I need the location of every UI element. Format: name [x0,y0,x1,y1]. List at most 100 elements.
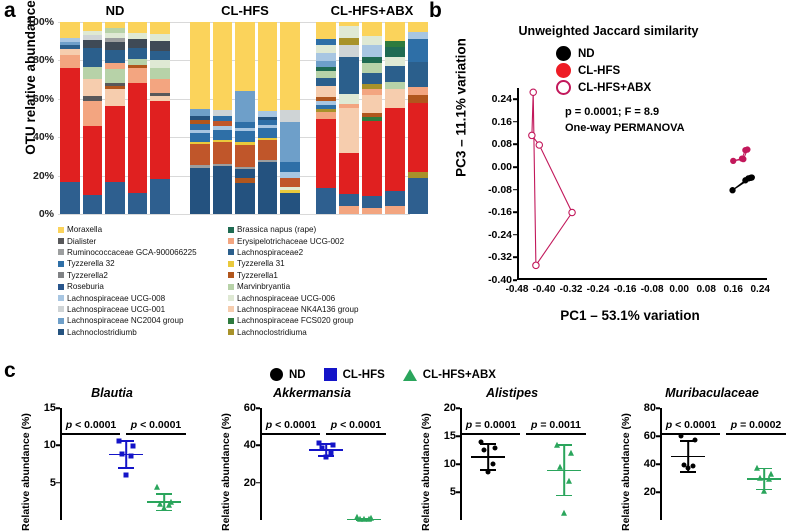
bar-segment [362,62,382,73]
bar-segment [362,208,382,214]
open-red-circle-icon [556,80,571,95]
subplot-y-axis-label: Relative abundance (%) [620,413,632,531]
bar-segment [82,194,103,214]
legend-label: CL-HFS [578,64,621,77]
legend-label: Lachnospiraceae UCG-008 [67,293,166,303]
bar-segment [235,142,255,145]
bar-segment [362,56,382,63]
bar-segment [105,27,125,33]
stacked-bar [150,22,170,214]
bar-segment [408,39,428,63]
y-tick-mark [513,211,517,214]
bar-segment [316,60,336,67]
gridline [58,214,410,215]
bar-segment [82,34,103,41]
legend-label: Brassica napus (rape) [237,225,317,235]
bar-segment [316,45,336,54]
panel-b-data-layer [528,88,755,270]
legend-label: Roseburia [67,282,104,292]
bar-segment [127,65,148,69]
y-tick-mark [513,166,517,168]
gridline [58,137,410,139]
legend-item: Lachnospiraceae UCG-001 [58,304,228,315]
bar-segment [150,68,170,79]
legend-swatch [58,226,64,233]
bar-segment [316,108,336,112]
data-point-clhfs-abx [357,515,363,522]
stacked-bar [190,22,210,214]
subplot-y-axis [660,408,662,520]
bar-segment [60,54,80,69]
bar-segment [190,22,210,109]
subplot-alistipes: Alistipes Relative abundance (%) 20 15 10 5 p … [412,386,612,531]
bar-segment [316,104,336,109]
significance-label: p < 0.0001 [130,418,182,431]
y-axis-tick: 0.08 [491,138,512,151]
mean-line [747,478,781,480]
legend-swatch [228,238,234,245]
bar-segment [257,139,278,160]
gridline [58,60,410,62]
data-point-cl-hfs [730,157,737,164]
stats-pvalue: p = 0.0001; F = 8.9 [565,106,660,118]
error-bar-vertical [687,440,689,471]
legend-label: ND [289,368,306,381]
bar-segment [408,31,428,40]
data-point-clhfs-abx [157,500,163,507]
bar-segment [235,183,255,214]
bar-segment [127,22,148,33]
gridline [58,175,410,177]
bar-segment [362,113,382,118]
bar-segment [316,53,336,61]
bar-group-cl-hfs+abx: CL-HFS+ABX [316,3,428,214]
stacked-bar [316,22,336,214]
bar-segment [257,137,278,140]
data-point-clhfs [123,472,129,478]
bar-segment [408,171,428,178]
legend-label: Marvinbryantia [237,282,291,292]
bar-segment [212,142,233,165]
bar-segment [127,39,148,48]
bar-segment [339,22,359,27]
data-point-nd [478,439,484,445]
significance-bar [62,432,120,435]
y-tick-mark [513,256,517,259]
panel-a-plot-area: 100% 80% 60% 40% 20% 0% ND CL-HFS CL-HFS+ABX [27,3,428,220]
stacked-bar [127,22,148,214]
bar-segment [235,166,255,169]
data-point-nd [681,462,687,468]
stacked-bar [362,22,382,214]
bar-segment [190,133,210,143]
data-point-cl-hfs+abx [535,141,544,149]
legend-label: Tyzzerella 31 [237,259,285,269]
subplot-y-axis [460,408,462,520]
panel-b-letter: b [429,0,442,22]
bar-segment [105,22,125,28]
y-axis-tick: 10 [443,458,456,470]
x-axis-tick: 0.16 [723,284,743,295]
bar-segment [362,117,382,121]
bar-segment [82,40,103,48]
bar-segment [150,40,170,51]
data-point-nd [729,187,736,194]
bar-segment [60,68,80,183]
legend-item: Marvinbryantia [228,281,423,292]
bar-segment [105,63,125,70]
data-point-nd [492,445,498,451]
bar-segment [127,32,148,40]
mean-line [109,453,143,456]
data-point-clhfs-abx [557,463,563,470]
error-bar-vertical [563,444,565,495]
bar-segment [235,127,255,132]
bar-segment [339,103,359,108]
bar-segment [316,70,336,78]
legend-item-clhfs-abx: CL-HFS+ABX [402,368,496,381]
bar-segment [408,22,428,32]
bar-segment [362,22,382,36]
bar-segment [280,110,300,122]
data-point-clhfs [323,454,329,460]
subplot-plot-area: 15 10 5 p < 0.0001 p < 0.0001 [44,402,190,520]
y-axis-tick: 0.16 [491,115,512,128]
data-point-clhfs [116,438,122,444]
mean-line [147,501,181,503]
